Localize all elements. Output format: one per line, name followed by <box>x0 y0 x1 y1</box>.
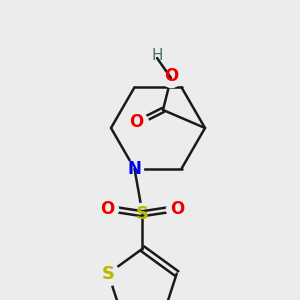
Text: O: O <box>164 67 178 85</box>
Text: O: O <box>129 113 143 131</box>
Text: H: H <box>151 49 163 64</box>
Text: S: S <box>136 205 149 223</box>
Text: S: S <box>102 265 115 283</box>
Text: O: O <box>170 200 184 218</box>
Text: N: N <box>128 160 141 178</box>
Text: O: O <box>100 200 115 218</box>
